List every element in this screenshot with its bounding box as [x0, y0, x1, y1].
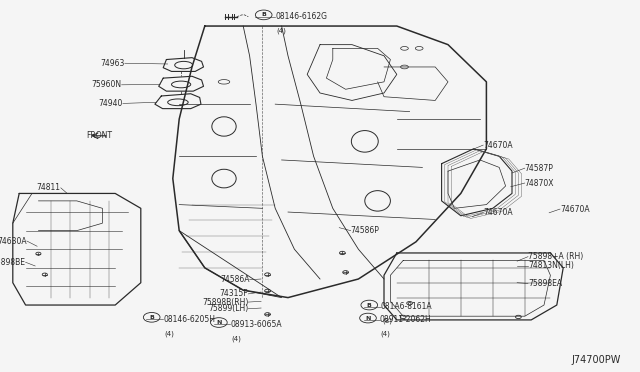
Text: 74586P: 74586P — [351, 226, 380, 235]
Text: 75898EA: 75898EA — [528, 279, 562, 288]
Text: 75960N: 75960N — [92, 80, 122, 89]
Text: 74940: 74940 — [99, 99, 123, 108]
Text: 74670A: 74670A — [560, 205, 589, 214]
Text: 74813N(LH): 74813N(LH) — [528, 262, 574, 270]
Text: 74811: 74811 — [36, 183, 61, 192]
Text: B: B — [367, 302, 372, 308]
Text: (8): (8) — [382, 318, 392, 324]
Text: N: N — [216, 320, 221, 325]
Text: 74670A: 74670A — [483, 141, 513, 150]
Text: 75899(LH): 75899(LH) — [208, 304, 248, 313]
Text: B: B — [261, 12, 266, 17]
Text: 74630A: 74630A — [0, 237, 27, 246]
Text: 08146-6162G: 08146-6162G — [275, 12, 327, 21]
Text: 08913-6065A: 08913-6065A — [230, 320, 282, 329]
Text: 74963: 74963 — [100, 59, 125, 68]
Text: 75898B(RH): 75898B(RH) — [202, 298, 248, 307]
Text: 08911-2062H: 08911-2062H — [380, 315, 431, 324]
Text: B: B — [149, 315, 154, 320]
Text: 081A6-8161A: 081A6-8161A — [381, 302, 433, 311]
Text: FRONT: FRONT — [86, 131, 112, 140]
Text: 74587P: 74587P — [525, 164, 554, 173]
Text: 75898+A (RH): 75898+A (RH) — [528, 252, 583, 261]
Text: (4): (4) — [164, 330, 174, 337]
Text: 74315F: 74315F — [220, 289, 248, 298]
Text: N: N — [365, 315, 371, 321]
Text: 74670A: 74670A — [483, 208, 513, 217]
Text: (4): (4) — [381, 331, 390, 337]
Text: (4): (4) — [232, 335, 241, 342]
Text: 74586A: 74586A — [220, 275, 250, 284]
Text: 74870X: 74870X — [525, 179, 554, 187]
Text: 75898BE: 75898BE — [0, 258, 26, 267]
Text: (4): (4) — [276, 28, 286, 34]
Text: 08146-6205H: 08146-6205H — [163, 315, 215, 324]
Text: J74700PW: J74700PW — [572, 355, 621, 365]
